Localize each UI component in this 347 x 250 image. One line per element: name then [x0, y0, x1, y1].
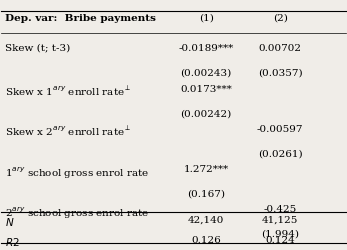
- Text: $R2$: $R2$: [5, 235, 19, 247]
- Text: 1.272***: 1.272***: [184, 165, 229, 174]
- Text: (0.00242): (0.00242): [180, 109, 232, 118]
- Text: 41,125: 41,125: [262, 215, 298, 224]
- Text: -0.00597: -0.00597: [257, 125, 304, 134]
- Text: Skew x 1$^{ary}$ enroll rate$^{\perp}$: Skew x 1$^{ary}$ enroll rate$^{\perp}$: [5, 85, 131, 98]
- Text: 0.126: 0.126: [191, 235, 221, 244]
- Text: (0.00243): (0.00243): [180, 68, 232, 77]
- Text: -0.425: -0.425: [264, 205, 297, 214]
- Text: 42,140: 42,140: [188, 215, 225, 224]
- Text: 2$^{ary}$ school gross enrol rate: 2$^{ary}$ school gross enrol rate: [5, 205, 149, 220]
- Text: -0.0189***: -0.0189***: [179, 44, 234, 53]
- Text: (2): (2): [273, 14, 288, 22]
- Text: $N$: $N$: [5, 215, 14, 227]
- Text: (0.0357): (0.0357): [258, 68, 303, 77]
- Text: Skew (t; t-3): Skew (t; t-3): [5, 44, 70, 53]
- Text: 1$^{ary}$ school gross enrol rate: 1$^{ary}$ school gross enrol rate: [5, 165, 149, 180]
- Text: (1.994): (1.994): [261, 229, 299, 238]
- Text: Dep. var:  Bribe payments: Dep. var: Bribe payments: [5, 14, 156, 22]
- Text: (0.167): (0.167): [187, 189, 225, 198]
- Text: 0.124: 0.124: [265, 235, 295, 244]
- Text: 0.00702: 0.00702: [259, 44, 302, 53]
- Text: 0.0173***: 0.0173***: [180, 85, 232, 94]
- Text: (1): (1): [199, 14, 214, 22]
- Text: Skew x 2$^{ary}$ enroll rate$^{\perp}$: Skew x 2$^{ary}$ enroll rate$^{\perp}$: [5, 125, 131, 138]
- Text: (0.0261): (0.0261): [258, 149, 303, 158]
